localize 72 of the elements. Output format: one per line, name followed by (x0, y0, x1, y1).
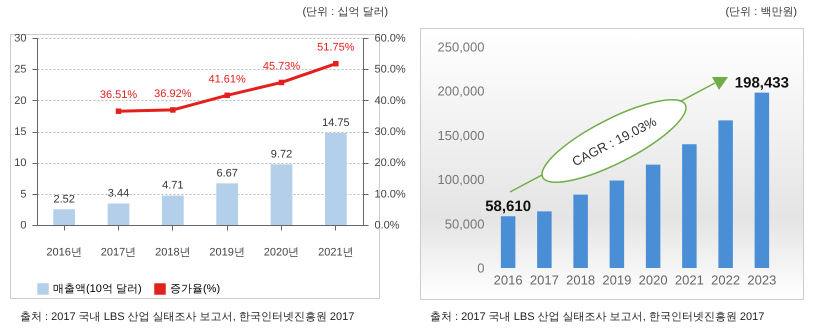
x-tick-label: 2019 (602, 272, 632, 288)
bar (53, 209, 76, 225)
x-tick-label: 2021 (674, 272, 704, 288)
bar (108, 204, 130, 225)
data-label: 14.75 (322, 117, 350, 130)
point (333, 60, 339, 66)
data-label: 41.61% (208, 73, 246, 86)
y-tick-label: 100,000 (438, 172, 484, 188)
data-label: 45.73% (262, 60, 300, 72)
bar (216, 183, 238, 225)
bar (573, 194, 588, 268)
y2-tick-label: 60.0% (374, 32, 406, 44)
x-tick-label: 2021년 (318, 246, 354, 258)
data-label: 3.44 (108, 188, 130, 200)
x-tick-label: 2018년 (155, 246, 191, 258)
data-label: 36.92% (154, 88, 192, 100)
bar (324, 133, 347, 225)
y2-tick-label: 0.0% (374, 220, 400, 232)
y-tick-label: 5 (20, 188, 26, 200)
point (170, 107, 176, 113)
y2-tick-label: 40.0% (374, 94, 406, 107)
y-tick-label: 30 (14, 32, 26, 44)
data-label: 6.67 (216, 167, 238, 180)
text: (단위 : 백만원) (726, 5, 797, 19)
y2-tick-label: 20.0% (374, 157, 406, 170)
y-tick-label: 25 (14, 64, 26, 76)
x-tick-label: 2020년 (264, 246, 300, 258)
y-tick-label: 200,000 (438, 84, 484, 99)
x-tick-label: 2019년 (209, 246, 245, 258)
data-label: 9.72 (270, 148, 292, 160)
y-tick-label: 10 (14, 157, 26, 170)
point (224, 92, 230, 98)
y-tick-label: 50,000 (444, 216, 484, 232)
x-tick-label: 2017년 (100, 246, 136, 258)
bar (537, 211, 552, 268)
y2-tick-label: 50.0% (374, 64, 406, 76)
data-label: 4.71 (162, 180, 184, 192)
x-tick-label: 2016 (494, 272, 523, 288)
x-tick-label: 2017 (530, 272, 559, 288)
data-label: 58,610 (485, 198, 532, 216)
bar (718, 120, 733, 268)
x-tick-label: 2020 (638, 272, 668, 288)
x-tick-label: 2023 (747, 272, 776, 288)
data-label: 36.51% (100, 89, 138, 102)
legend-label: 매출액(10억 달러) (53, 283, 142, 295)
bar (682, 144, 697, 268)
bar (646, 164, 660, 268)
bar (754, 92, 770, 268)
y2-tick-label: 30.0% (374, 126, 406, 138)
bar (270, 164, 292, 225)
bar (610, 180, 624, 268)
text: (단위 : 십억 달러) (302, 5, 388, 19)
y2-tick-label: 10.0% (374, 188, 406, 200)
bar (162, 196, 184, 225)
source-note: 출처 : 2017 국내 LBS 산업 실태조사 보고서, 한국인터넷진흥원 2017 (20, 310, 354, 324)
x-tick-label: 2018 (566, 272, 596, 288)
x-tick-label: 2016년 (46, 246, 82, 258)
data-label: 51.75% (317, 42, 355, 54)
y-tick-label: 20 (14, 94, 26, 107)
data-label: 198,433 (734, 74, 789, 92)
source-note: 출처 : 2017 국내 LBS 산업 실태조사 보고서, 한국인터넷진흥원 2017 (430, 310, 764, 324)
point (116, 108, 122, 114)
bar (500, 216, 516, 268)
legend-label: 증가율(%) (170, 283, 220, 295)
y-tick-label: 150,000 (438, 128, 484, 143)
data-label: 2.52 (53, 193, 75, 206)
y-tick-label: 250,000 (438, 40, 484, 54)
y-tick-label: 0 (477, 260, 484, 276)
x-tick-label: 2022 (711, 272, 740, 288)
point (278, 80, 284, 86)
y-tick-label: 15 (14, 126, 26, 138)
y-tick-label: 0 (20, 220, 26, 232)
